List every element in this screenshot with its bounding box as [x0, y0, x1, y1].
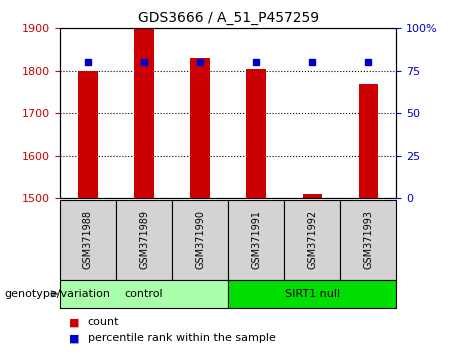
- Bar: [78, 71, 98, 198]
- Text: GSM371988: GSM371988: [83, 210, 93, 269]
- Text: percentile rank within the sample: percentile rank within the sample: [88, 333, 276, 343]
- Point: [196, 59, 204, 65]
- Point: [84, 59, 92, 65]
- Point: [309, 59, 316, 65]
- Bar: [116, 200, 172, 280]
- Text: control: control: [125, 289, 163, 299]
- Text: GSM371992: GSM371992: [307, 210, 317, 269]
- Bar: [190, 58, 210, 198]
- Text: GSM371989: GSM371989: [139, 210, 149, 269]
- Text: GSM371991: GSM371991: [251, 210, 261, 269]
- Bar: [228, 280, 396, 308]
- Point: [253, 59, 260, 65]
- Text: GSM371990: GSM371990: [195, 210, 205, 269]
- Bar: [134, 28, 154, 198]
- Point: [365, 59, 372, 65]
- Text: genotype/variation: genotype/variation: [5, 289, 111, 299]
- Text: SIRT1 null: SIRT1 null: [285, 289, 340, 299]
- Bar: [60, 280, 228, 308]
- Bar: [302, 194, 322, 198]
- Bar: [228, 200, 284, 280]
- Bar: [284, 200, 340, 280]
- Bar: [60, 200, 116, 280]
- Title: GDS3666 / A_51_P457259: GDS3666 / A_51_P457259: [138, 11, 319, 24]
- Text: ■: ■: [69, 333, 80, 343]
- Bar: [247, 69, 266, 198]
- Bar: [359, 84, 378, 198]
- Bar: [172, 200, 228, 280]
- Text: GSM371993: GSM371993: [363, 210, 373, 269]
- Text: ■: ■: [69, 318, 80, 327]
- Bar: [340, 200, 396, 280]
- Point: [140, 59, 148, 65]
- Text: count: count: [88, 318, 119, 327]
